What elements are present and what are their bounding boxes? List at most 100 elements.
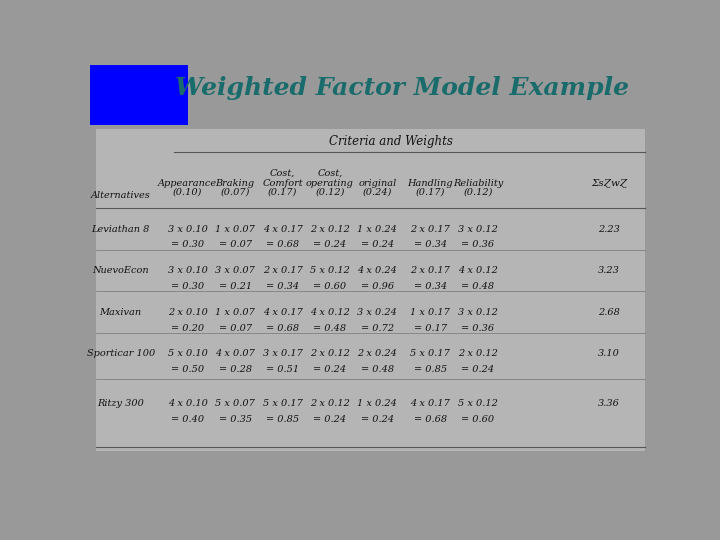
Text: = 0.24: = 0.24: [361, 415, 394, 424]
Text: = 0.68: = 0.68: [266, 240, 299, 249]
Text: 1 x 0.17: 1 x 0.17: [410, 308, 450, 316]
Text: 3.36: 3.36: [598, 399, 620, 408]
Text: 3 x 0.12: 3 x 0.12: [458, 308, 498, 316]
Text: = 0.34: = 0.34: [414, 282, 447, 291]
Text: = 0.60: = 0.60: [313, 282, 346, 291]
Text: = 0.85: = 0.85: [266, 415, 299, 424]
Text: Braking: Braking: [215, 179, 255, 188]
Text: 1 x 0.24: 1 x 0.24: [357, 225, 397, 233]
Bar: [96, 129, 645, 451]
Text: = 0.30: = 0.30: [171, 240, 204, 249]
Text: = 0.07: = 0.07: [218, 240, 252, 249]
Text: ΣsⱿwⱿ: ΣsⱿwⱿ: [591, 179, 627, 188]
Text: = 0.17: = 0.17: [414, 323, 447, 333]
Text: = 0.48: = 0.48: [361, 365, 394, 374]
Text: Maxivan: Maxivan: [99, 308, 142, 316]
Text: 1 x 0.07: 1 x 0.07: [215, 225, 255, 233]
Text: (0.24): (0.24): [363, 187, 392, 196]
Text: operating: operating: [306, 179, 354, 188]
Text: 3 x 0.24: 3 x 0.24: [357, 308, 397, 316]
Text: 2 x 0.17: 2 x 0.17: [410, 266, 450, 275]
Text: = 0.21: = 0.21: [218, 282, 252, 291]
Text: = 0.40: = 0.40: [171, 415, 204, 424]
Text: 2.68: 2.68: [598, 308, 620, 316]
Text: = 0.68: = 0.68: [414, 415, 447, 424]
Text: 2 x 0.17: 2 x 0.17: [263, 266, 302, 275]
Text: original: original: [359, 179, 397, 188]
Text: Weighted Factor Model Example: Weighted Factor Model Example: [176, 76, 629, 100]
Text: = 0.24: = 0.24: [462, 365, 495, 374]
Text: 3 x 0.10: 3 x 0.10: [168, 266, 207, 275]
Text: Reliability: Reliability: [453, 179, 503, 188]
Text: = 0.96: = 0.96: [361, 282, 394, 291]
Text: 3 x 0.17: 3 x 0.17: [263, 349, 302, 358]
Text: = 0.07: = 0.07: [218, 323, 252, 333]
Text: (0.12): (0.12): [315, 187, 345, 196]
Text: Cost,: Cost,: [318, 168, 343, 178]
Text: Sporticar 100: Sporticar 100: [86, 349, 155, 358]
Text: 3 x 0.10: 3 x 0.10: [168, 225, 207, 233]
Text: Ritzy 300: Ritzy 300: [97, 399, 144, 408]
Text: = 0.48: = 0.48: [313, 323, 346, 333]
Text: 3 x 0.07: 3 x 0.07: [215, 266, 255, 275]
Text: = 0.60: = 0.60: [462, 415, 495, 424]
Text: 4 x 0.24: 4 x 0.24: [357, 266, 397, 275]
Text: 2.23: 2.23: [598, 225, 620, 233]
Text: = 0.85: = 0.85: [414, 365, 447, 374]
Text: 5 x 0.07: 5 x 0.07: [215, 399, 255, 408]
Text: = 0.48: = 0.48: [462, 282, 495, 291]
Text: = 0.36: = 0.36: [462, 323, 495, 333]
Text: 4 x 0.12: 4 x 0.12: [310, 308, 350, 316]
Text: 3 x 0.12: 3 x 0.12: [458, 225, 498, 233]
Text: 2 x 0.10: 2 x 0.10: [168, 308, 207, 316]
Text: 4 x 0.10: 4 x 0.10: [168, 399, 207, 408]
Text: Criteria and Weights: Criteria and Weights: [329, 135, 454, 148]
Text: 2 x 0.12: 2 x 0.12: [310, 399, 350, 408]
Text: 4 x 0.17: 4 x 0.17: [263, 225, 302, 233]
Text: 4 x 0.07: 4 x 0.07: [215, 349, 255, 358]
Text: Alternatives: Alternatives: [91, 191, 150, 200]
Text: = 0.34: = 0.34: [414, 240, 447, 249]
Text: 2 x 0.12: 2 x 0.12: [458, 349, 498, 358]
Text: = 0.20: = 0.20: [171, 323, 204, 333]
Text: Appearance: Appearance: [158, 179, 217, 188]
Text: (0.10): (0.10): [173, 187, 202, 196]
Text: (0.12): (0.12): [463, 187, 492, 196]
Text: Leviathan 8: Leviathan 8: [91, 225, 150, 233]
Text: 2 x 0.12: 2 x 0.12: [310, 225, 350, 233]
Text: = 0.36: = 0.36: [462, 240, 495, 249]
Text: 4 x 0.17: 4 x 0.17: [410, 399, 450, 408]
Text: Comfort: Comfort: [262, 179, 303, 188]
Text: 5 x 0.12: 5 x 0.12: [310, 266, 350, 275]
Text: 1 x 0.07: 1 x 0.07: [215, 308, 255, 316]
Text: = 0.34: = 0.34: [266, 282, 299, 291]
Text: (0.07): (0.07): [220, 187, 250, 196]
Text: 2 x 0.24: 2 x 0.24: [357, 349, 397, 358]
Text: 1 x 0.24: 1 x 0.24: [357, 399, 397, 408]
Text: (0.17): (0.17): [268, 187, 297, 196]
Text: 5 x 0.17: 5 x 0.17: [410, 349, 450, 358]
Text: 3.10: 3.10: [598, 349, 620, 358]
Bar: [90, 65, 188, 125]
Text: = 0.35: = 0.35: [218, 415, 252, 424]
Text: = 0.24: = 0.24: [313, 365, 346, 374]
Text: (0.17): (0.17): [415, 187, 445, 196]
Text: 2 x 0.12: 2 x 0.12: [310, 349, 350, 358]
Text: Handling: Handling: [408, 179, 453, 188]
Text: 4 x 0.17: 4 x 0.17: [263, 308, 302, 316]
Text: = 0.24: = 0.24: [361, 240, 394, 249]
Text: = 0.72: = 0.72: [361, 323, 394, 333]
Text: = 0.51: = 0.51: [266, 365, 299, 374]
Text: = 0.24: = 0.24: [313, 415, 346, 424]
Text: NuevoEcon: NuevoEcon: [92, 266, 149, 275]
Text: = 0.68: = 0.68: [266, 323, 299, 333]
Text: 5 x 0.10: 5 x 0.10: [168, 349, 207, 358]
Text: = 0.30: = 0.30: [171, 282, 204, 291]
Text: = 0.24: = 0.24: [313, 240, 346, 249]
Text: 2 x 0.17: 2 x 0.17: [410, 225, 450, 233]
Text: Cost,: Cost,: [270, 168, 295, 178]
Text: 5 x 0.12: 5 x 0.12: [458, 399, 498, 408]
Text: 5 x 0.17: 5 x 0.17: [263, 399, 302, 408]
Text: = 0.28: = 0.28: [218, 365, 252, 374]
Text: = 0.50: = 0.50: [171, 365, 204, 374]
